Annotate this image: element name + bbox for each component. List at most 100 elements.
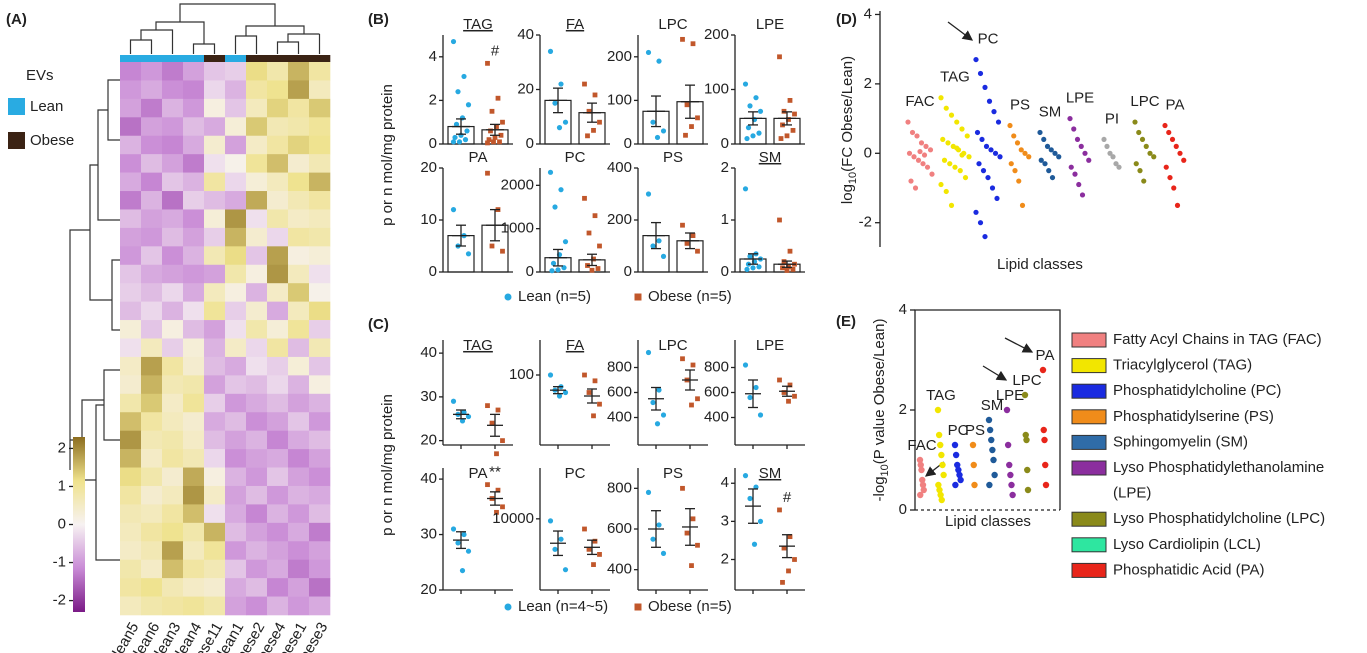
data-point — [1022, 150, 1028, 156]
subplot-title: PS — [663, 465, 683, 482]
heatmap-cell — [141, 596, 163, 616]
subplot-title: LPC — [658, 337, 687, 354]
data-point — [455, 89, 461, 95]
data-point — [1024, 486, 1032, 494]
class-label: FAC — [907, 437, 936, 454]
heatmap-cell — [288, 301, 310, 321]
data-point — [980, 168, 987, 174]
data-point — [450, 526, 457, 532]
heatmap-cell — [225, 559, 247, 579]
data-point — [585, 133, 590, 139]
heatmap-cell — [120, 541, 142, 560]
data-point — [790, 127, 796, 133]
heatmap-cell — [204, 320, 226, 339]
data-point — [952, 481, 959, 489]
heatmap-cell — [183, 209, 205, 229]
class-label: TAG — [926, 387, 956, 404]
heatmap-cell — [183, 596, 205, 616]
arrow — [982, 365, 1008, 381]
data-point — [790, 267, 796, 272]
class-label: PS — [1010, 96, 1030, 113]
data-point — [549, 268, 555, 274]
heatmap-cell — [267, 172, 289, 192]
data-point — [753, 95, 759, 101]
heatmap-cell — [288, 578, 310, 597]
heatmap-cell — [162, 541, 184, 560]
heatmap-cell — [204, 135, 226, 155]
class-label: LPC — [1130, 93, 1159, 110]
heatmap-cell — [246, 62, 268, 81]
y-tick-label: 20 — [420, 581, 437, 598]
data-point — [994, 195, 1000, 202]
data-point — [597, 552, 602, 557]
heatmap-cell — [288, 541, 310, 560]
data-point — [976, 161, 982, 167]
data-point — [940, 136, 946, 143]
heatmap-cell — [309, 172, 331, 192]
heatmap-cell — [309, 375, 331, 395]
legend-label: Obese (n=5) — [648, 288, 732, 305]
data-point — [1014, 140, 1021, 146]
heatmap-cell — [120, 246, 142, 266]
data-point — [935, 481, 942, 489]
data-point — [747, 253, 753, 259]
heatmap-cell — [225, 522, 247, 542]
legend-label: Lyso Phosphatidylethanolamine — [1113, 459, 1324, 476]
data-point — [689, 563, 694, 568]
data-point — [494, 509, 499, 515]
data-point — [742, 473, 749, 479]
data-point — [784, 268, 790, 273]
data-point — [485, 403, 490, 409]
data-point — [500, 504, 505, 510]
column-group-bar — [120, 55, 142, 62]
data-point — [912, 185, 919, 191]
y-tick-label: 200 — [607, 48, 632, 65]
data-point — [787, 382, 793, 388]
y-tick-label: 0 — [899, 501, 907, 518]
data-point — [977, 220, 984, 226]
heatmap-cell — [246, 578, 268, 597]
heatmap-cell — [204, 172, 226, 192]
data-point — [917, 148, 923, 155]
subplot-title: SM — [759, 149, 782, 166]
heatmap-cell — [267, 264, 289, 284]
heatmap-cell — [141, 320, 163, 339]
heatmap-cell — [141, 283, 163, 302]
heatmap-cell — [162, 117, 184, 137]
data-point — [656, 387, 662, 393]
legend-swatch — [1071, 460, 1107, 476]
data-point — [995, 119, 1002, 125]
heatmap-cell — [120, 596, 142, 616]
heatmap-cell — [288, 154, 310, 173]
data-point — [985, 416, 993, 424]
heatmap-cell — [267, 62, 289, 81]
data-point — [954, 461, 961, 469]
data-point — [936, 486, 943, 494]
heatmap-cell — [246, 375, 268, 395]
data-point — [1068, 164, 1074, 170]
legend-label: Sphingomyelin (SM) — [1113, 433, 1248, 450]
heatmap-cell — [183, 62, 205, 81]
class-label: PA — [1036, 347, 1055, 364]
data-point — [906, 150, 913, 156]
legend-swatch — [1071, 383, 1107, 399]
data-point — [957, 476, 964, 484]
heatmap-cell — [288, 264, 310, 284]
heatmap-cell — [120, 80, 142, 100]
heatmap-cell — [120, 264, 142, 284]
data-point — [970, 461, 977, 469]
data-point — [680, 485, 685, 491]
data-point — [485, 140, 490, 146]
data-point — [654, 421, 661, 427]
subplot-title: PA — [469, 465, 488, 482]
y-tick-label: 1 — [721, 211, 729, 228]
data-point — [964, 133, 970, 139]
class-label: LPE — [1066, 90, 1094, 107]
heatmap-cell — [246, 412, 268, 431]
y-tick-label: 30 — [420, 526, 437, 543]
y-tick-label: 20 — [420, 432, 437, 449]
subplot-title: PA — [469, 149, 488, 166]
heatmap-cell — [204, 191, 226, 210]
data-point — [695, 542, 700, 548]
heatmap-cell — [309, 283, 331, 302]
